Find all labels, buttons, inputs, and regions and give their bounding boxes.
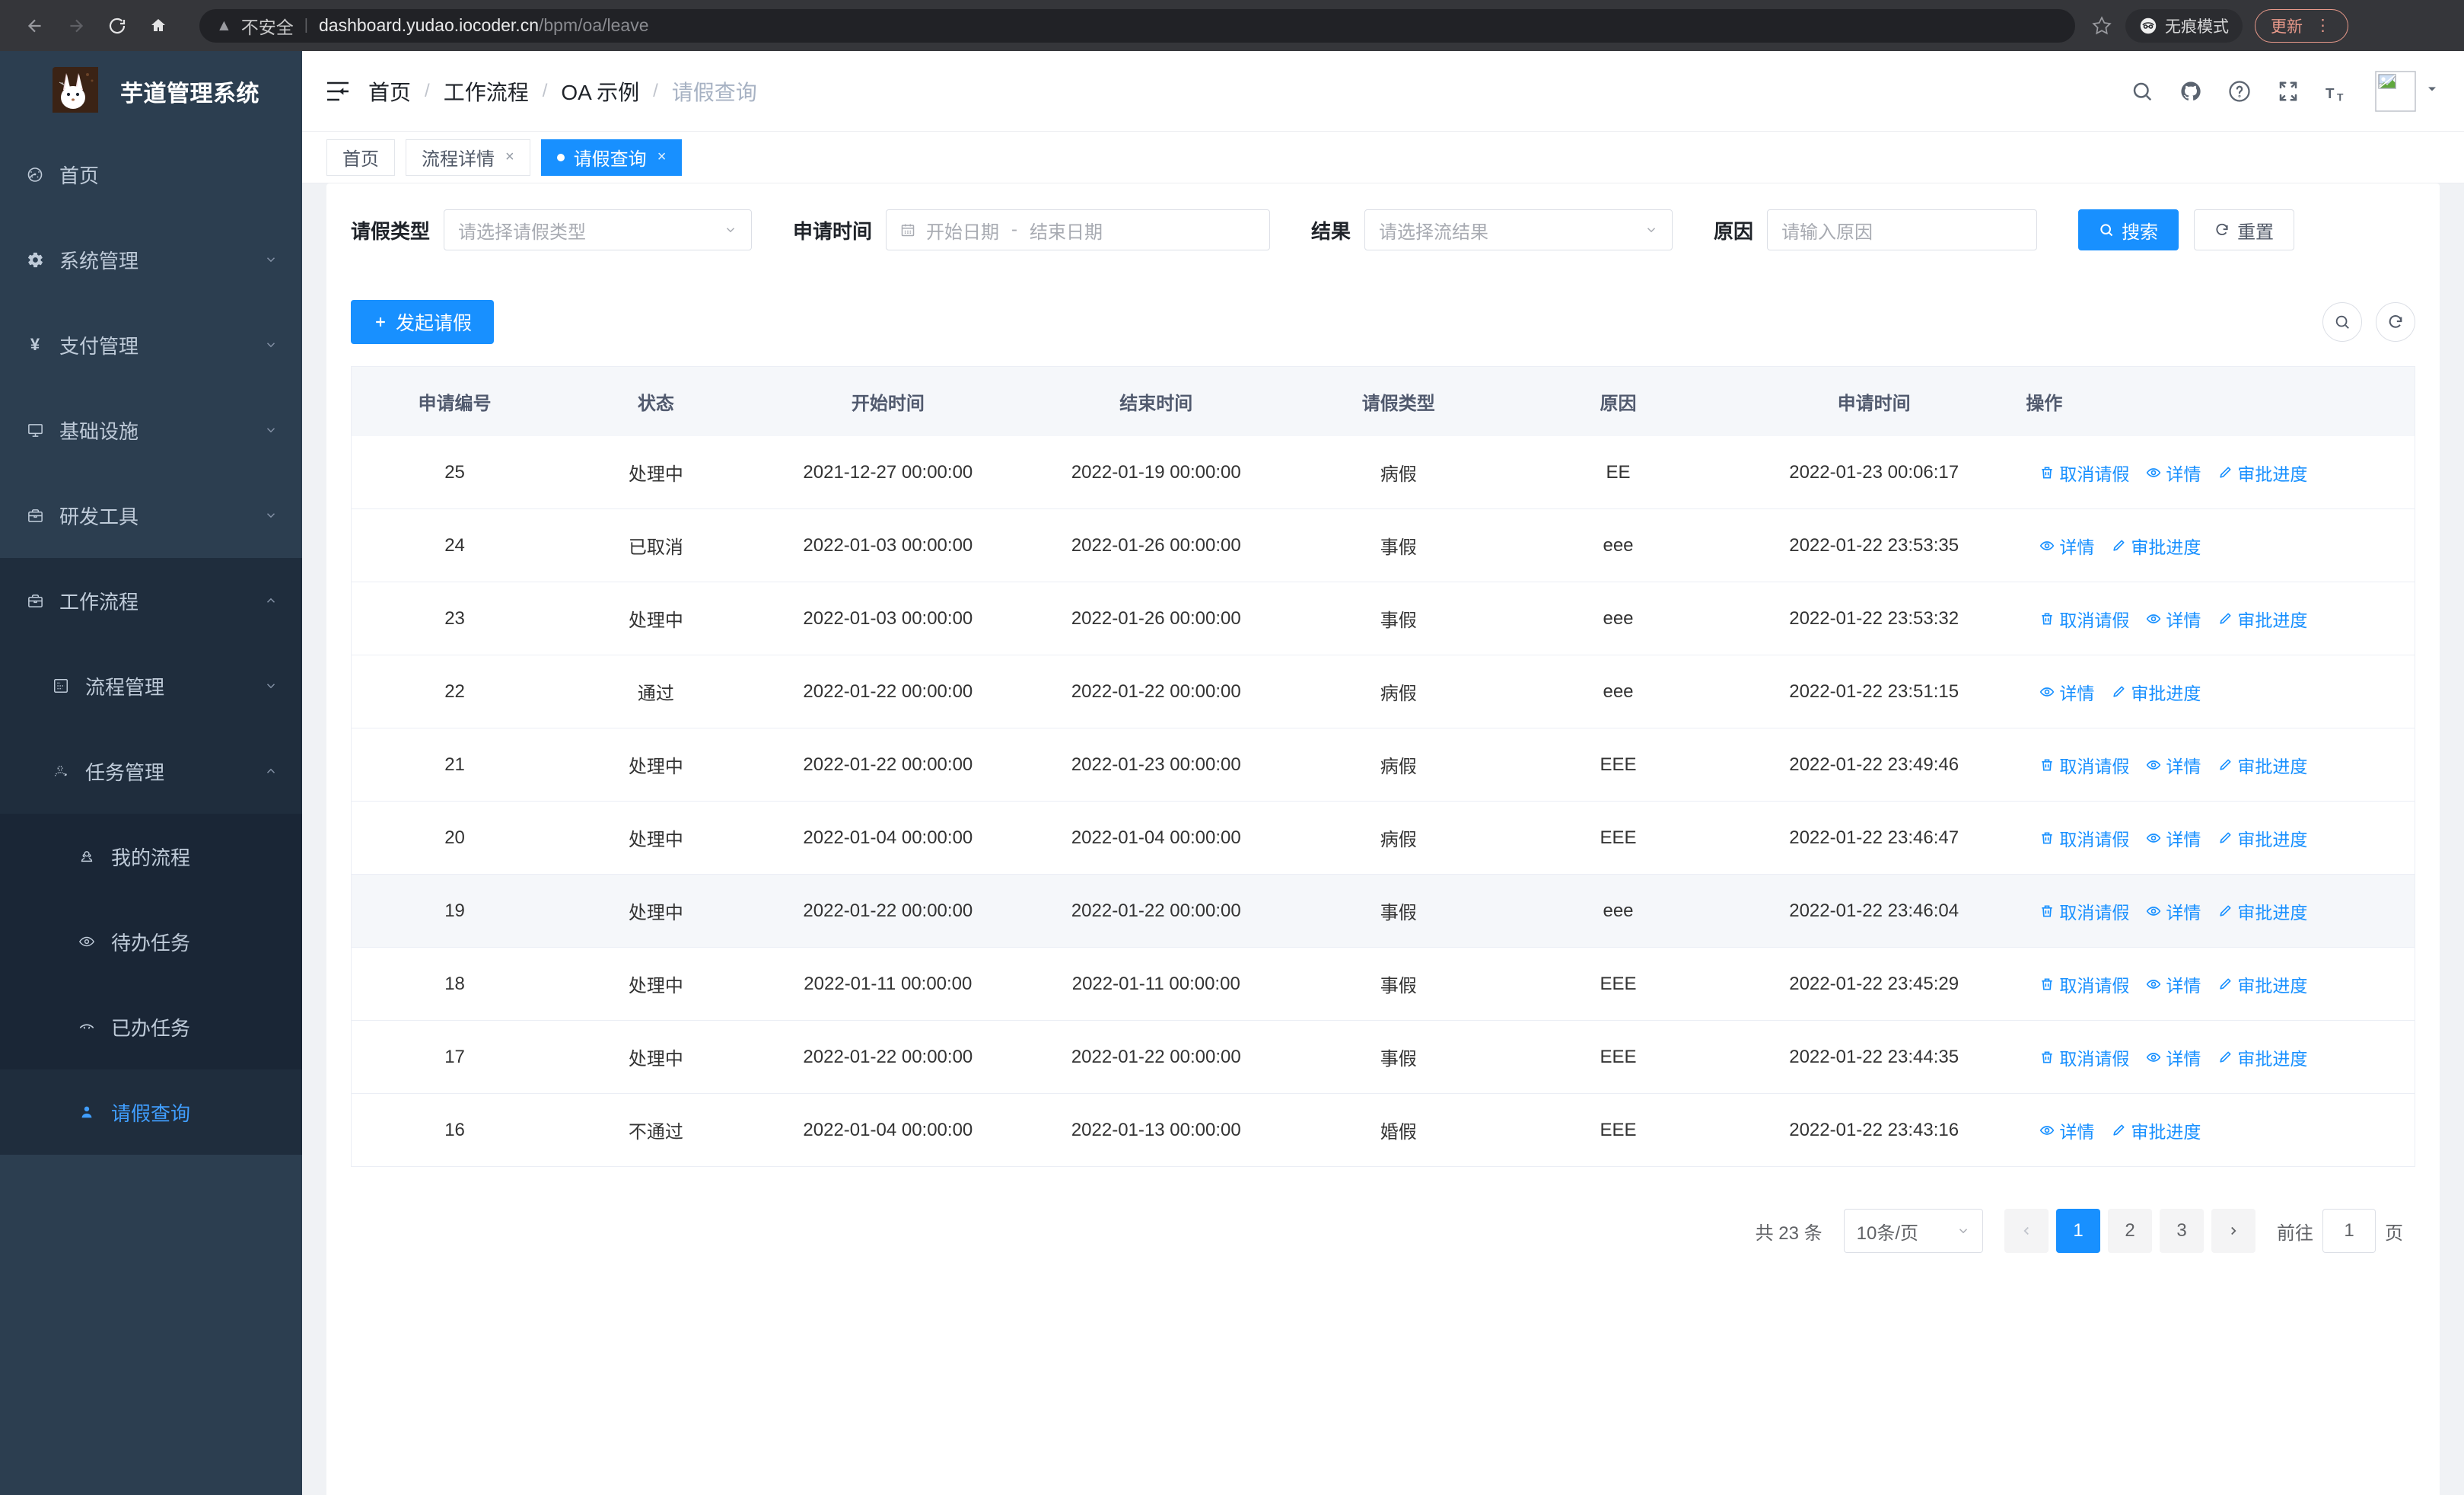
- svg-text:T: T: [2326, 84, 2335, 100]
- svg-text:T: T: [2337, 91, 2344, 103]
